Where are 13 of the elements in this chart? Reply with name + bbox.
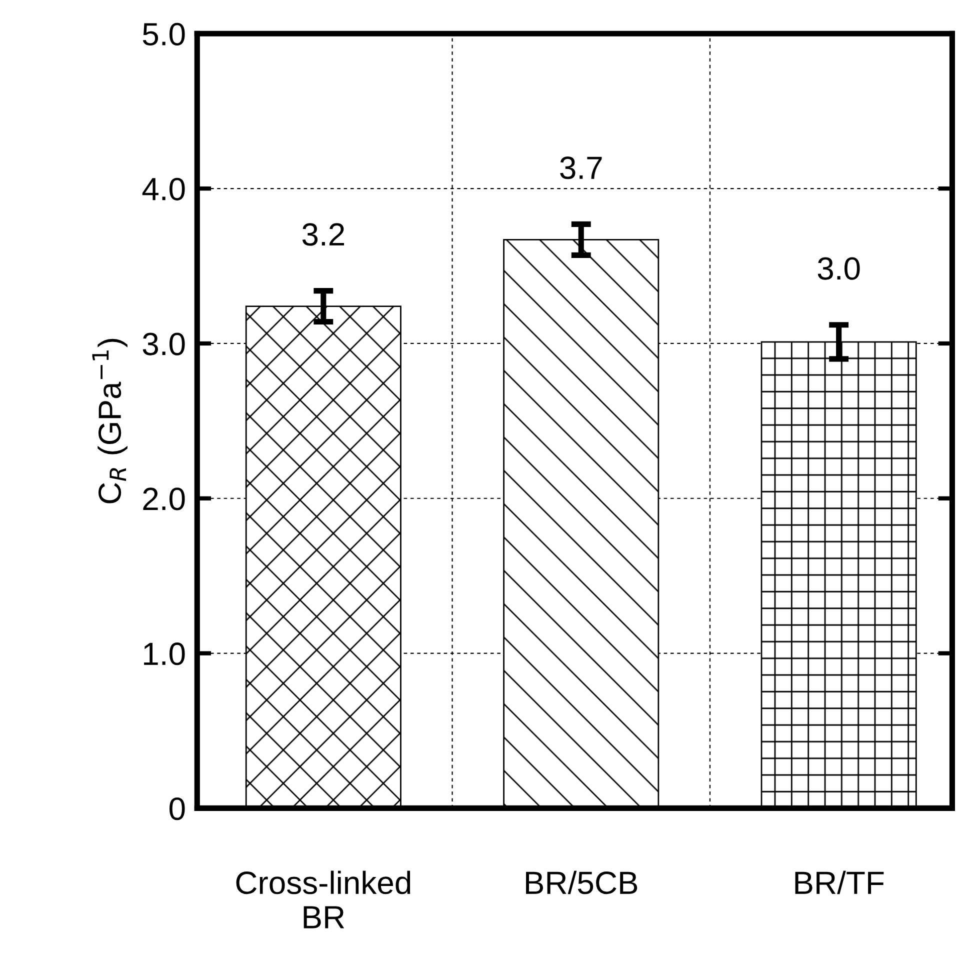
y-tick-label: 4.0 [142,178,185,200]
x-tick-label: BR/5CB [526,870,638,894]
data-label: 3.2 [302,223,344,246]
x-tick-label: BR/TF [795,870,884,894]
x-tick-label: Cross-linked BR [236,870,410,928]
data-label: 3.7 [560,156,602,180]
y-tick-label: 1.0 [144,642,185,666]
y-tick-label: 5.0 [142,22,185,46]
y-tick-label: 0 [170,797,185,820]
y-axis-title: C$_{R}$ (GPa$^{−1}$) [92,338,128,504]
y-tick-label: 2.0 [143,488,185,510]
data-label: 3.0 [818,257,860,280]
y-tick-label: 3.0 [142,332,185,356]
